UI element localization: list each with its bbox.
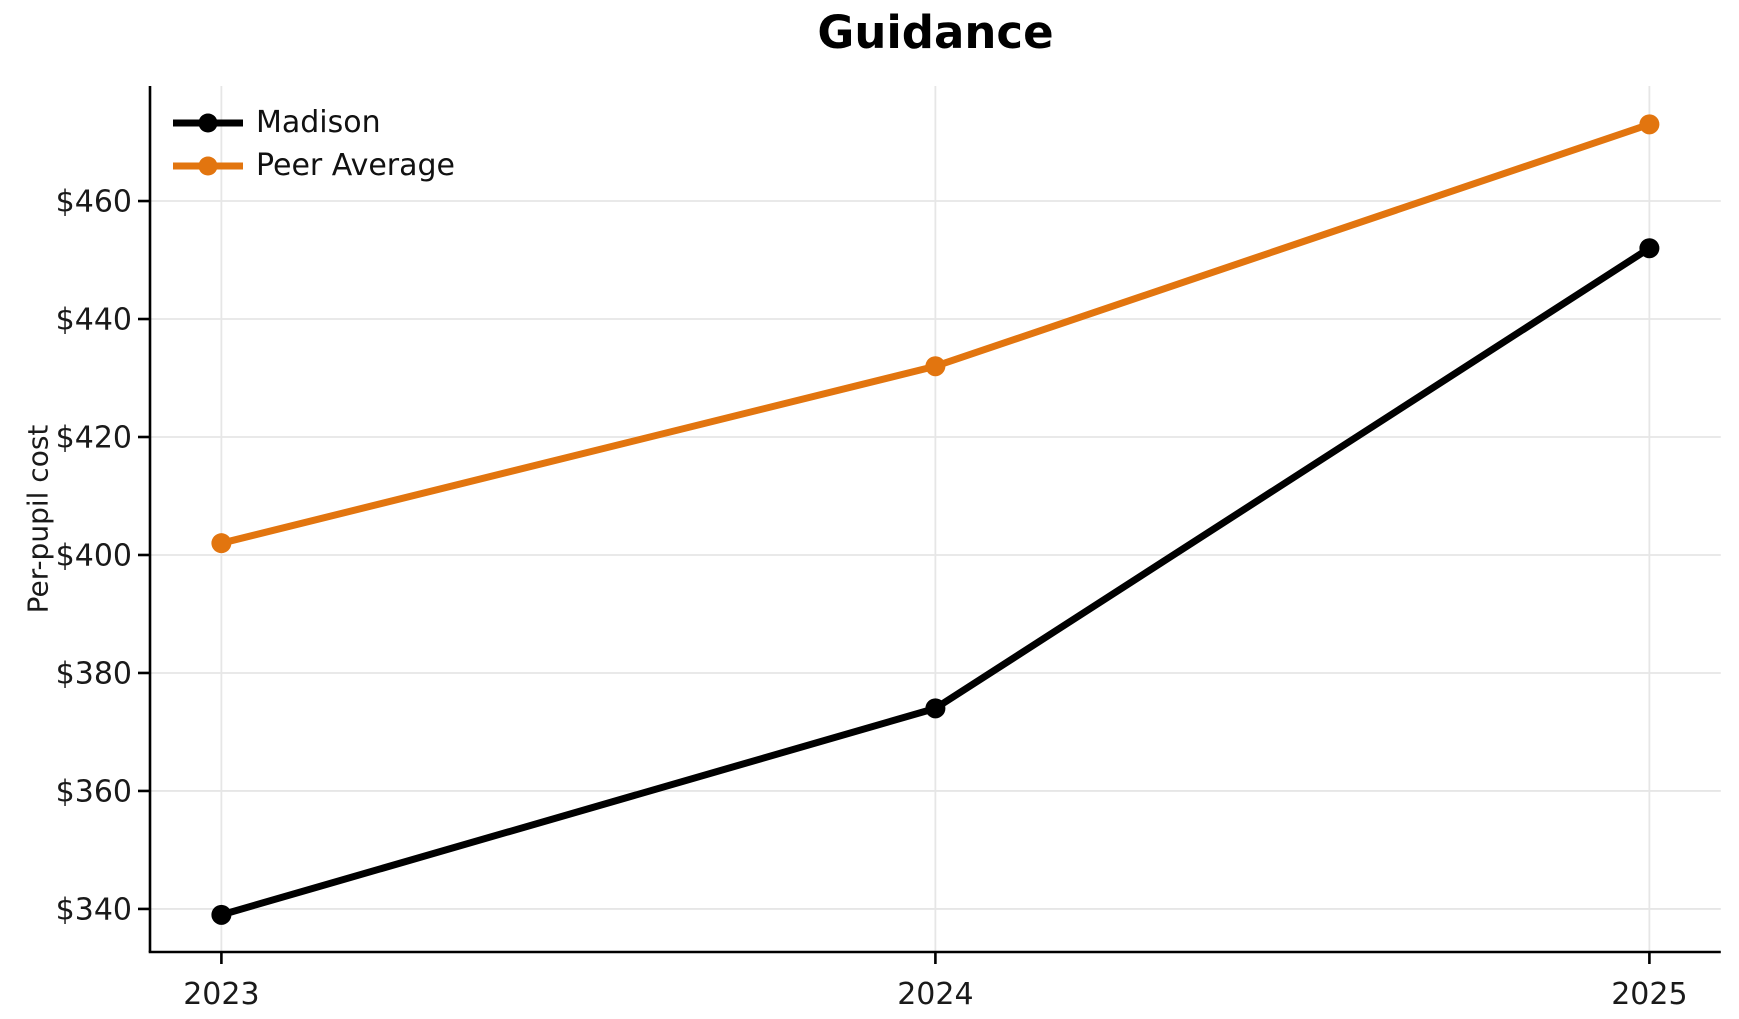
y-axis-ticks: $340 $360 $380 $400 $420 $440 $460 — [56, 185, 150, 927]
data-point-peer-average-2024 — [925, 356, 946, 377]
x-tick-label: 2023 — [183, 977, 259, 1012]
x-axis-ticks: 2023 2024 2025 — [183, 952, 1688, 1012]
data-point-madison-2025 — [1639, 238, 1660, 259]
y-tick-label: $400 — [56, 538, 132, 573]
x-gridlines — [220, 86, 1651, 952]
legend-line-icon — [173, 113, 243, 132]
data-point-peer-average-2025 — [1639, 114, 1660, 135]
y-tick-label: $340 — [56, 892, 132, 927]
data-point-madison-2024 — [925, 698, 946, 719]
chart-title: Guidance — [817, 6, 1054, 59]
y-tick-label: $440 — [56, 303, 132, 338]
legend-label: Madison — [256, 105, 381, 140]
x-tick-label: 2025 — [1611, 977, 1687, 1012]
legend-item-madison: Madison — [170, 101, 455, 144]
data-point-peer-average-2023 — [211, 533, 232, 554]
data-point-madison-2023 — [211, 904, 232, 925]
series-peer-average — [211, 114, 1660, 554]
x-tick-label: 2024 — [897, 977, 973, 1012]
y-tick-label: $460 — [56, 185, 132, 220]
series-madison — [211, 238, 1660, 925]
y-tick-label: $360 — [56, 774, 132, 809]
legend-line-icon — [173, 156, 243, 175]
y-tick-label: $380 — [56, 656, 132, 691]
legend: Madison Peer Average — [170, 101, 455, 187]
legend-item-peer-average: Peer Average — [170, 144, 455, 187]
y-tick-label: $420 — [56, 421, 132, 456]
legend-label: Peer Average — [256, 148, 455, 183]
